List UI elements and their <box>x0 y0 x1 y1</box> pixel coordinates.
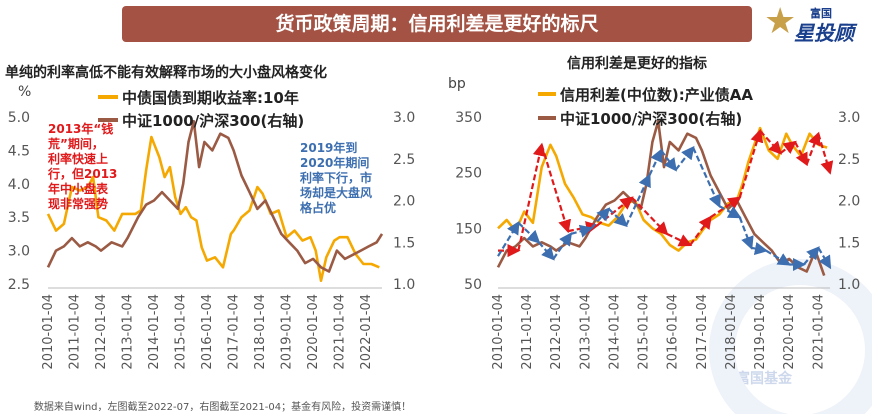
x-axis-tick: 2022-01-04 <box>359 294 374 370</box>
x-axis-tick: 2017-01-04 <box>695 294 710 370</box>
x-axis-tick: 2018-01-04 <box>724 294 739 370</box>
x-axis-tick: 2017-01-04 <box>227 294 242 370</box>
trend-arrow-red <box>817 133 834 175</box>
x-axis-tick: 2011-01-04 <box>68 294 83 370</box>
star-icon: ★ <box>764 1 797 42</box>
x-axis-tick: 2020-01-04 <box>782 294 797 370</box>
trend-arrow-blue <box>738 216 754 250</box>
left-axis-unit: % <box>18 84 31 100</box>
left-axis-tick: 3.5 <box>8 210 30 226</box>
left-axis-tick: 3.0 <box>8 244 30 260</box>
trend-arrow-red <box>596 196 634 227</box>
trend-arrow-blue <box>537 241 555 261</box>
right-axis-tick: 2.0 <box>838 194 860 210</box>
left-axis-unit: bp <box>448 76 466 92</box>
trend-arrow-red <box>540 144 572 234</box>
left-axis-tick: 350 <box>455 110 482 126</box>
title-banner: 货币政策周期：信用利差是更好的标尺 <box>122 6 752 42</box>
trend-arrow-red <box>689 215 712 246</box>
trend-arrow-red <box>794 141 808 167</box>
watermark: 富国基金 <box>736 371 792 387</box>
left-axis-tick: 5.0 <box>8 110 30 126</box>
trend-arrow-blue <box>718 205 742 219</box>
x-axis-tick: 2015-01-04 <box>174 294 189 370</box>
x-axis-tick: 2019-01-04 <box>753 294 768 370</box>
left-axis-tick: 2.5 <box>8 277 30 293</box>
brand-main: 星投顾 <box>794 21 854 45</box>
legend-label-1: 信用利差(中位数):产业债AA <box>560 86 753 104</box>
x-axis-tick: 2015-01-04 <box>637 294 652 370</box>
x-axis-tick: 2010-01-04 <box>41 294 56 370</box>
trend-arrow-blue <box>590 207 611 230</box>
x-axis-tick: 2012-01-04 <box>94 294 109 370</box>
trend-arrow-blue <box>625 173 651 227</box>
annotation-2013: 2013年“钱荒”期间，利率快速上行，但2013 年中小盘表现非常强势 <box>47 121 117 211</box>
trend-arrow-red <box>709 196 742 219</box>
trend-arrow-blue <box>517 221 541 244</box>
trend-arrow-red <box>631 196 669 236</box>
x-axis-tick: 2011-01-04 <box>520 294 535 370</box>
left-axis-tick: 150 <box>455 221 482 237</box>
x-axis-tick: 2021-01-04 <box>333 294 348 370</box>
chart-title: 单纯的利率高低不能有效解释市场的大小盘风格变化 <box>5 64 327 81</box>
right-axis-tick: 1.5 <box>393 235 415 251</box>
chart-title: 信用利差是更好的指标 <box>567 55 707 72</box>
x-axis-tick: 2020-01-04 <box>306 294 321 370</box>
trend-arrow-red <box>805 131 821 165</box>
right-axis-tick: 3.0 <box>393 110 415 126</box>
left-axis-tick: 250 <box>455 166 482 182</box>
right-axis-tick: 3.0 <box>838 110 860 126</box>
trend-arrow-blue <box>802 246 820 266</box>
brand-top: 富国 <box>810 7 832 20</box>
x-axis-tick: 2018-01-04 <box>253 294 268 370</box>
x-axis-tick: 2012-01-04 <box>549 294 564 370</box>
banner-title: 货币政策周期：信用利差是更好的标尺 <box>275 13 599 35</box>
x-axis-tick: 2016-01-04 <box>200 294 215 370</box>
left-axis-tick: 4.0 <box>8 177 30 193</box>
left-axis-tick: 50 <box>464 277 482 293</box>
trend-arrow-blue <box>607 208 628 228</box>
trend-arrow-blue <box>751 242 769 256</box>
right-axis-tick: 2.5 <box>393 152 415 168</box>
trend-arrow-blue <box>570 224 594 238</box>
trend-arrow-blue <box>552 232 573 260</box>
trend-arrow-blue <box>817 247 832 270</box>
legend-label-2: 中证1000/沪深300(右轴) <box>560 110 742 128</box>
trend-arrow-red <box>666 232 693 247</box>
source-note: 数据来自wind，左图截至2022-07，右图截至2021-04；基金有风险，投… <box>33 402 412 413</box>
x-axis-tick: 2014-01-04 <box>607 294 622 370</box>
trend-arrow-blue <box>648 148 663 176</box>
x-axis-tick: 2021-01-04 <box>811 294 826 370</box>
trend-arrow-red <box>517 142 546 251</box>
right-axis-tick: 1.0 <box>393 277 415 293</box>
brand-logo: ★ 富国 星投顾 <box>764 1 868 46</box>
right-axis-tick: 2.0 <box>393 194 415 210</box>
x-axis-tick: 2019-01-04 <box>280 294 295 370</box>
annotation-2019: 2019年到 2020年期间利率下行，市场却是大盘风格占优 <box>300 140 372 215</box>
left-axis-tick: 4.5 <box>8 143 30 159</box>
legend-label-1: 中债国债到期收益率:10年 <box>122 89 299 107</box>
x-axis-tick: 2013-01-04 <box>121 294 136 370</box>
x-axis-tick: 2013-01-04 <box>578 294 593 370</box>
x-axis-tick: 2016-01-04 <box>666 294 681 370</box>
right-axis-tick: 1.5 <box>838 235 860 251</box>
watermark-circle <box>709 259 872 414</box>
trend-arrow-blue <box>674 145 695 171</box>
trend-arrow-blue <box>765 249 792 266</box>
x-axis-tick: 2014-01-04 <box>147 294 162 370</box>
series-line-2 <box>46 119 384 273</box>
legend-label-2: 中证1000/沪深300(右轴) <box>122 112 304 130</box>
trend-arrow-red <box>779 140 797 155</box>
x-axis-tick: 2010-01-04 <box>491 294 506 370</box>
trend-arrow-blue <box>660 149 677 172</box>
series-line-1 <box>46 135 380 283</box>
right-axis-tick: 1.0 <box>838 277 860 293</box>
trend-arrow-blue <box>497 220 520 257</box>
right-axis-tick: 2.5 <box>838 152 860 168</box>
trend-arrow-red <box>738 128 764 199</box>
trend-arrow-red <box>759 130 782 155</box>
trend-arrow-blue <box>692 147 721 209</box>
